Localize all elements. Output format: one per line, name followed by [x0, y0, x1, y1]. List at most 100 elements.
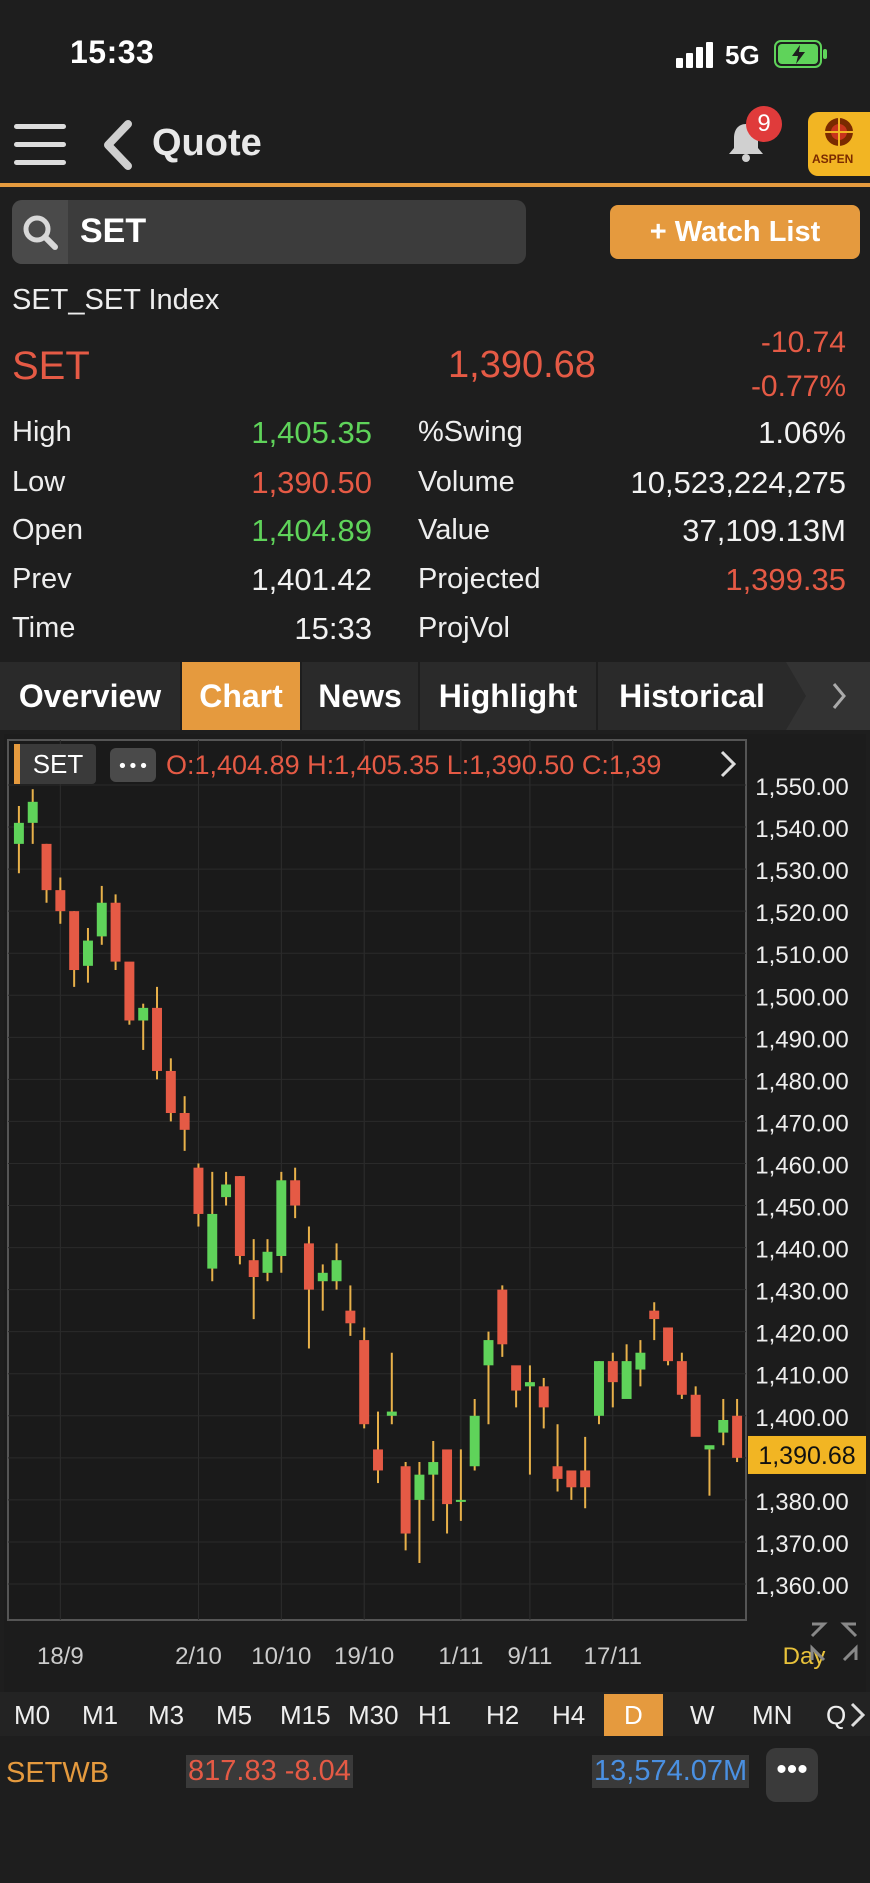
tab-historical[interactable]: Historical [619, 678, 765, 714]
candle-body [82, 940, 93, 966]
candle-body [96, 902, 107, 937]
timeframe-m15[interactable]: M15 [280, 1700, 331, 1730]
candle-body [290, 1180, 301, 1206]
candle-body [469, 1415, 480, 1467]
candle-body [221, 1184, 232, 1198]
candle-body [607, 1361, 618, 1383]
tab-news[interactable]: News [318, 678, 402, 714]
price-change: -10.74 [760, 326, 846, 359]
stat-label: Prev [12, 563, 72, 595]
stat-label: Volume [418, 466, 515, 498]
candle-body [400, 1466, 411, 1534]
ticker-price: 817.83 -8.04 [186, 1755, 353, 1788]
instrument-symbol: SET [12, 344, 90, 388]
y-axis-label: 1,530.00 [755, 858, 848, 885]
candle-body [511, 1365, 522, 1391]
candle-body [138, 1007, 149, 1021]
y-axis-label: 1,550.00 [755, 774, 848, 801]
candle-body [524, 1382, 535, 1387]
timeframe-d[interactable]: D [604, 1694, 663, 1736]
tab-separator [418, 662, 420, 730]
y-axis-label: 1,440.00 [755, 1237, 848, 1264]
tab-highlight[interactable]: Highlight [438, 678, 578, 714]
tab-overview[interactable]: Overview [18, 678, 162, 714]
timeframe-m5[interactable]: M5 [216, 1700, 253, 1730]
candle-body [276, 1180, 287, 1256]
add-watchlist-button[interactable]: + Watch List [610, 205, 860, 259]
tab-separator [180, 662, 182, 730]
stat-label: %Swing [418, 416, 523, 448]
x-axis-label: 19/10 [334, 1643, 394, 1670]
candle-body [497, 1289, 508, 1345]
candle-body [635, 1352, 646, 1370]
chart-options-button[interactable] [110, 748, 156, 782]
stat-value: 15:33 [294, 611, 372, 646]
chart-header-chevron-icon[interactable] [720, 750, 737, 778]
instrument-name: SET_SET Index [12, 284, 220, 316]
ticker-symbol[interactable]: SETWB [6, 1757, 110, 1789]
timeframe-m0[interactable]: M0 [14, 1700, 51, 1730]
ticker-value: 13,574.07M [592, 1755, 750, 1788]
stat-value: 10,523,224,275 [630, 465, 847, 500]
stat-value: 1,399.35 [725, 562, 846, 597]
x-axis-label: 1/11 [438, 1643, 483, 1670]
timeframe-scroll-right-icon[interactable] [848, 1700, 868, 1730]
candle-body [41, 843, 52, 891]
search-input[interactable] [12, 200, 526, 264]
candle-body [359, 1340, 370, 1425]
more-options-button[interactable]: ••• [766, 1748, 818, 1802]
timeframe-m1[interactable]: M1 [82, 1700, 119, 1730]
fullscreen-icon[interactable] [810, 1622, 858, 1662]
y-axis-label: 1,410.00 [755, 1363, 848, 1390]
timeframe-bar [0, 1692, 870, 1736]
back-chevron-icon[interactable] [100, 120, 134, 170]
header-divider [0, 183, 870, 187]
notification-badge: 9 [746, 106, 782, 142]
candle-body [345, 1310, 356, 1324]
status-time: 15:33 [70, 34, 155, 70]
timeframe-mn[interactable]: MN [752, 1700, 793, 1730]
timeframe-h2[interactable]: H2 [486, 1700, 520, 1730]
stat-value: 1,401.42 [251, 562, 372, 597]
y-axis-label: 1,460.00 [755, 1152, 848, 1179]
y-axis-label: 1,420.00 [755, 1321, 848, 1348]
tabs-scroll-right-icon[interactable] [786, 662, 870, 730]
stat-value: 37,109.13M [682, 513, 846, 548]
timeframe-m30[interactable]: M30 [348, 1700, 399, 1730]
x-axis-label: 10/10 [251, 1643, 311, 1670]
candle-body [732, 1415, 743, 1458]
y-axis-label: 1,490.00 [755, 1026, 848, 1053]
candle-body [207, 1213, 218, 1269]
candle-body [649, 1310, 660, 1320]
candle-body [248, 1260, 259, 1278]
y-axis-label: 1,400.00 [755, 1405, 848, 1432]
chart-plot-area[interactable] [7, 739, 747, 1621]
chart-ohlc: O:1,404.89 H:1,405.35 L:1,390.50 C:1,39 [166, 750, 661, 780]
timeframe-h1[interactable]: H1 [418, 1700, 452, 1730]
tab-chart[interactable]: Chart [182, 662, 300, 730]
price-chart[interactable]: 1,550.00 1,540.00 1,530.00 1,520.00 1,510.00… [4, 734, 866, 1694]
chart-symbol-box[interactable] [14, 744, 96, 784]
timeframe-h4[interactable]: H4 [552, 1700, 586, 1730]
candle-body [580, 1470, 591, 1488]
candle-body [331, 1260, 342, 1282]
candlestick-chart[interactable]: 1,550.00 1,540.00 1,530.00 1,520.00 1,510.00… [4, 734, 866, 1694]
timeframe-q[interactable]: Q [826, 1700, 847, 1730]
candle-body [552, 1466, 563, 1479]
candle-body [442, 1449, 453, 1505]
network-type: 5G [725, 40, 760, 70]
stat-value: 1,405.35 [251, 415, 372, 450]
y-axis-label: 1,450.00 [755, 1195, 848, 1222]
search-value[interactable]: SET [80, 212, 147, 250]
candle-body [27, 801, 38, 823]
timeframe-w[interactable]: W [690, 1700, 715, 1730]
y-axis-label: 1,370.00 [755, 1531, 848, 1558]
timeframe-m3[interactable]: M3 [148, 1700, 185, 1730]
y-axis-label: 1,540.00 [755, 816, 848, 843]
candle-body [428, 1462, 439, 1475]
aspen-logo[interactable] [808, 112, 870, 176]
menu-icon[interactable] [14, 124, 66, 168]
page-title: Quote [152, 122, 262, 164]
search-button[interactable] [12, 200, 68, 264]
x-axis-label: 18/9 [37, 1643, 84, 1670]
